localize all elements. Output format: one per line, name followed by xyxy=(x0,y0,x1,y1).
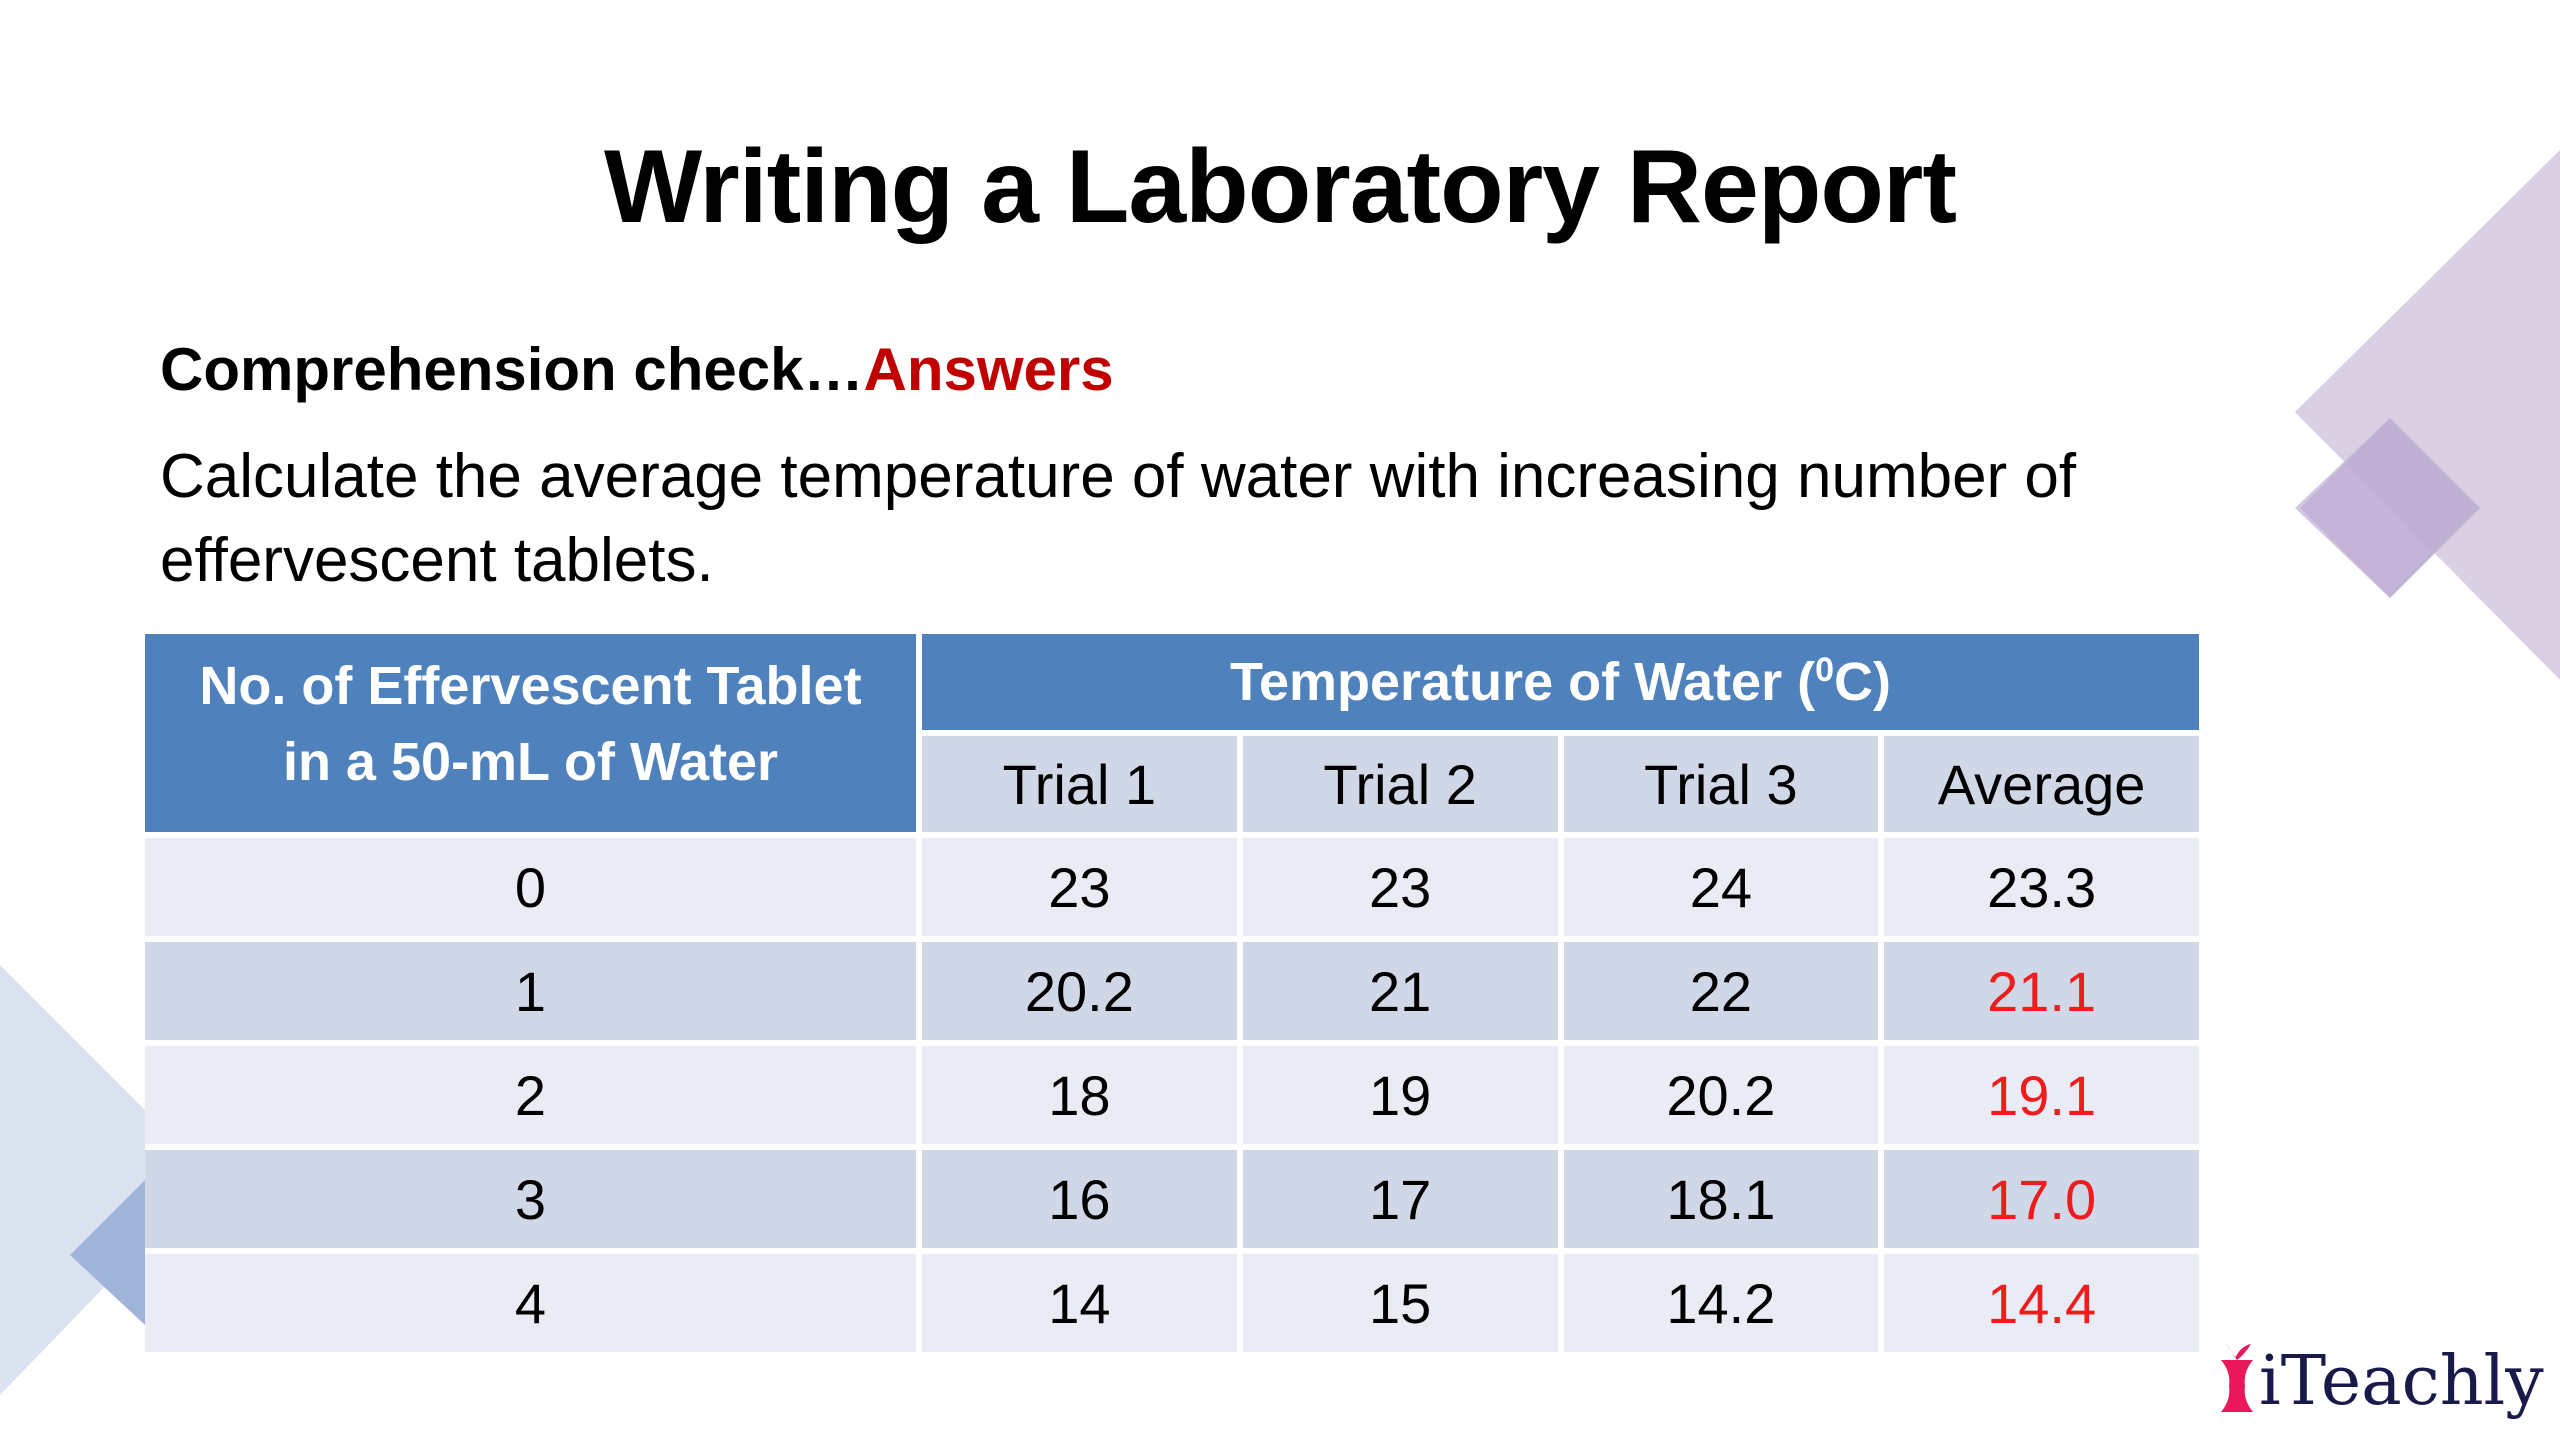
cell-trial-3: 22 xyxy=(1563,942,1879,1040)
table-row: 2 18 19 20.2 19.1 xyxy=(145,1046,2199,1144)
cell-trial-2: 15 xyxy=(1242,1254,1558,1352)
cell-trial-1: 20.2 xyxy=(922,942,1237,1040)
cell-trial-2: 21 xyxy=(1242,942,1558,1040)
cell-tablets: 0 xyxy=(145,838,916,936)
cell-tablets: 3 xyxy=(145,1150,916,1248)
header-trial-1: Trial 1 xyxy=(922,736,1237,832)
cell-trial-3: 18.1 xyxy=(1563,1150,1879,1248)
iteachly-logo: iTeachly iTeachly xyxy=(2215,1338,2544,1416)
cell-average: 17.0 xyxy=(1884,1150,2199,1248)
cell-average: 21.1 xyxy=(1884,942,2199,1040)
table-row: 4 14 15 14.2 14.4 xyxy=(145,1254,2199,1352)
cell-trial-2: 17 xyxy=(1242,1150,1558,1248)
apple-core-icon xyxy=(2221,1342,2253,1412)
data-table: No. of Effervescent Tablet in a 50-mL of… xyxy=(139,628,2205,1358)
cell-trial-1: 18 xyxy=(922,1046,1237,1144)
header-trial-3: Trial 3 xyxy=(1563,736,1879,832)
header-temperature: Temperature of Water (0C) xyxy=(922,634,2199,730)
header-tablets: No. of Effervescent Tablet in a 50-mL of… xyxy=(145,634,916,832)
heading-prefix: Comprehension check… xyxy=(160,336,864,403)
cell-tablets: 2 xyxy=(145,1046,916,1144)
header-trial-2: Trial 2 xyxy=(1242,736,1558,832)
cell-trial-1: 16 xyxy=(922,1150,1237,1248)
cell-trial-3: 24 xyxy=(1563,838,1879,936)
cell-trial-1: 23 xyxy=(922,838,1237,936)
page-title: Writing a Laboratory Report xyxy=(603,129,1957,245)
table-row: 0 23 23 24 23.3 xyxy=(145,838,2199,936)
table-row: 3 16 17 18.1 17.0 xyxy=(145,1150,2199,1248)
cell-average: 23.3 xyxy=(1884,838,2199,936)
cell-trial-2: 23 xyxy=(1242,838,1558,936)
cell-trial-1: 14 xyxy=(922,1254,1237,1352)
cell-tablets: 1 xyxy=(145,942,916,1040)
cell-tablets: 4 xyxy=(145,1254,916,1352)
cell-average: 14.4 xyxy=(1884,1254,2199,1352)
section-heading: Comprehension check…Answers xyxy=(160,335,1114,404)
table-row: 1 20.2 21 22 21.1 xyxy=(145,942,2199,1040)
cell-trial-3: 14.2 xyxy=(1563,1254,1879,1352)
cell-average: 19.1 xyxy=(1884,1046,2199,1144)
instruction-text: Calculate the average temperature of wat… xyxy=(160,442,2077,595)
heading-answers: Answers xyxy=(863,336,1114,403)
cell-trial-3: 20.2 xyxy=(1563,1046,1879,1144)
logo-text: iTeachly xyxy=(2259,1342,2544,1421)
cell-trial-2: 19 xyxy=(1242,1046,1558,1144)
header-average: Average xyxy=(1884,736,2199,832)
